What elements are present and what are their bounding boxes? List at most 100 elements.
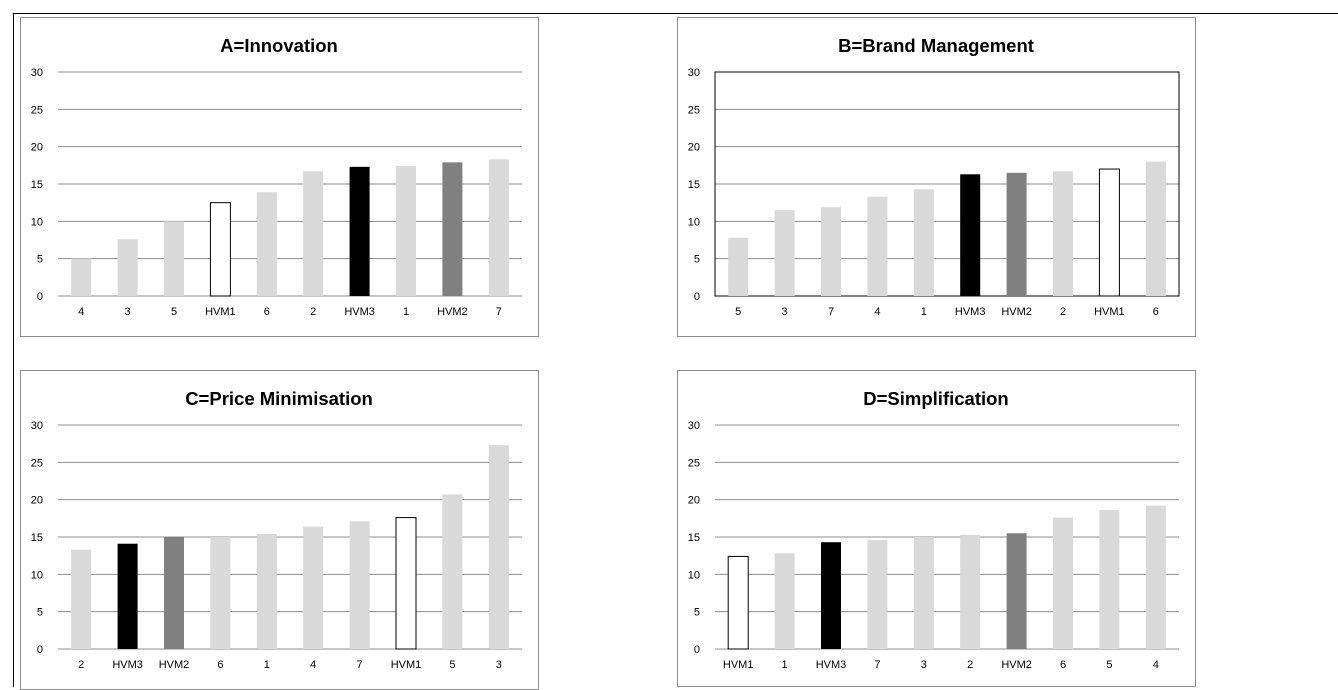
chart-d-bar-hvm1: [727, 555, 749, 650]
x-category-label: HVM2: [159, 659, 190, 671]
y-tick-label: 25: [688, 104, 700, 116]
chart-b-bar-4: [867, 196, 888, 296]
x-category-label: 4: [78, 306, 84, 318]
x-category-label: 4: [310, 659, 316, 671]
chart-c-bar-6: [210, 537, 231, 649]
chart-b-brand-management: B=Brand Management 0 5 10 15 20 25 30 5 3 7 4 1 HVM3…: [677, 17, 1196, 337]
y-tick-label: 10: [688, 216, 700, 228]
chart-a-innovation: A=Innovation 0 5 10 15 20 25 30 4 3 5 HVM1 6 2 HVM3 1 H…: [20, 17, 539, 337]
chart-b-bar-2: [1053, 171, 1073, 296]
x-category-label: HVM2: [437, 306, 468, 318]
y-tick-label: 0: [694, 644, 700, 656]
y-tick-label: 5: [37, 254, 43, 266]
chart-a-title: A=Innovation: [220, 35, 338, 56]
y-tick-label: 25: [688, 457, 700, 469]
chart-c-price-minimisation: C=Price Minimisation 0 5 10 15 20 25 30 2 HVM3 HV…: [20, 370, 539, 690]
y-tick-label: 20: [688, 495, 700, 507]
chart-c-bar-2: [71, 549, 92, 649]
x-category-label: 6: [217, 659, 223, 671]
x-category-label: 1: [403, 306, 409, 318]
x-category-label: HVM3: [344, 306, 375, 318]
chart-b-bar-1: [913, 189, 934, 296]
chart-d-bar-5: [1099, 510, 1120, 649]
chart-a-bar-7: [488, 159, 509, 296]
y-tick-label: 15: [688, 179, 700, 191]
chart-b-bar-6: [1145, 161, 1166, 296]
chart-d-bar-hvm3: [821, 542, 841, 649]
y-tick-label: 15: [688, 532, 700, 544]
page-frame: [13, 13, 1338, 687]
x-category-label: HVM3: [112, 659, 143, 671]
x-category-label: HVM3: [816, 659, 847, 671]
x-category-label: 5: [1106, 659, 1112, 671]
plot-border: [714, 71, 1180, 297]
chart-b-bar-hvm3: [960, 174, 981, 296]
chart-c-bar-hvm3: [117, 543, 138, 649]
chart-a-bar-4: [71, 258, 92, 296]
y-tick-label: 0: [37, 291, 43, 303]
y-tick-label: 25: [31, 457, 43, 469]
chart-d-simplification: D=Simplification 0 5 10 15 20 25 30 HVM1 1 HVM3 7 3…: [677, 370, 1196, 687]
x-category-label: 7: [828, 306, 834, 318]
chart-a-bar-6: [256, 192, 277, 296]
y-tick-label: 10: [688, 569, 700, 581]
y-tick-label: 0: [37, 644, 43, 656]
chart-a-bar-3: [117, 239, 138, 296]
chart-b-svg: B=Brand Management 0 5 10 15 20 25 30 5 3 7 4 1 HVM3…: [688, 35, 1180, 318]
y-tick-label: 0: [694, 291, 700, 303]
chart-c-bar-hvm1: [395, 517, 417, 650]
x-category-label: 5: [735, 306, 741, 318]
chart-a-bar-5: [164, 221, 184, 296]
y-tick-label: 25: [31, 104, 43, 116]
x-category-label: 1: [921, 306, 927, 318]
x-category-label: HVM1: [205, 306, 236, 318]
chart-b-bar-hvm1: [1098, 168, 1120, 297]
chart-d-bar-3: [913, 537, 934, 649]
x-category-label: 3: [125, 306, 131, 318]
x-category-label: HVM2: [1001, 659, 1032, 671]
x-category-label: HVM3: [955, 306, 986, 318]
y-tick-label: 15: [31, 179, 43, 191]
y-tick-label: 5: [694, 607, 700, 619]
chart-d-title: D=Simplification: [863, 388, 1008, 409]
y-tick-label: 5: [37, 607, 43, 619]
chart-d-bar-2: [960, 534, 981, 649]
y-tick-label: 10: [31, 216, 43, 228]
chart-d-bar-hvm2: [1006, 533, 1027, 649]
y-tick-label: 30: [688, 67, 700, 79]
y-tick-label: 5: [694, 254, 700, 266]
y-tick-label: 20: [31, 142, 43, 154]
x-category-label: HVM2: [1001, 306, 1032, 318]
chart-a-svg: A=Innovation 0 5 10 15 20 25 30 4 3 5 HVM1 6 2 HVM3 1 H…: [31, 35, 522, 318]
x-category-label: 5: [449, 659, 455, 671]
chart-a-bar-2: [303, 171, 324, 296]
x-category-label: 6: [1153, 306, 1159, 318]
chart-c-bar-4: [303, 526, 324, 649]
x-category-label: 6: [1060, 659, 1066, 671]
chart-c-bar-hvm2: [164, 537, 184, 649]
y-tick-label: 20: [688, 142, 700, 154]
x-category-label: 3: [782, 306, 788, 318]
x-category-label: 3: [496, 659, 502, 671]
y-tick-label: 10: [31, 569, 43, 581]
chart-b-bar-hvm2: [1006, 172, 1027, 296]
x-category-label: 4: [1153, 659, 1159, 671]
y-tick-label: 30: [688, 420, 700, 432]
x-category-label: 7: [874, 659, 880, 671]
chart-c-bar-3: [488, 445, 509, 649]
x-category-label: 2: [78, 659, 84, 671]
chart-b-bar-3: [774, 210, 795, 296]
x-category-label: HVM1: [723, 659, 754, 671]
chart-a-bar-1: [396, 166, 416, 296]
x-category-label: 2: [1060, 306, 1066, 318]
chart-d-bar-1: [774, 553, 795, 649]
x-category-label: 1: [264, 659, 270, 671]
chart-b-bar-7: [821, 207, 841, 296]
chart-d-bar-4: [1145, 505, 1166, 649]
chart-d-bar-7: [867, 539, 888, 649]
chart-d-bar-6: [1053, 517, 1073, 649]
x-category-label: 3: [921, 659, 927, 671]
x-category-label: HVM1: [391, 659, 422, 671]
